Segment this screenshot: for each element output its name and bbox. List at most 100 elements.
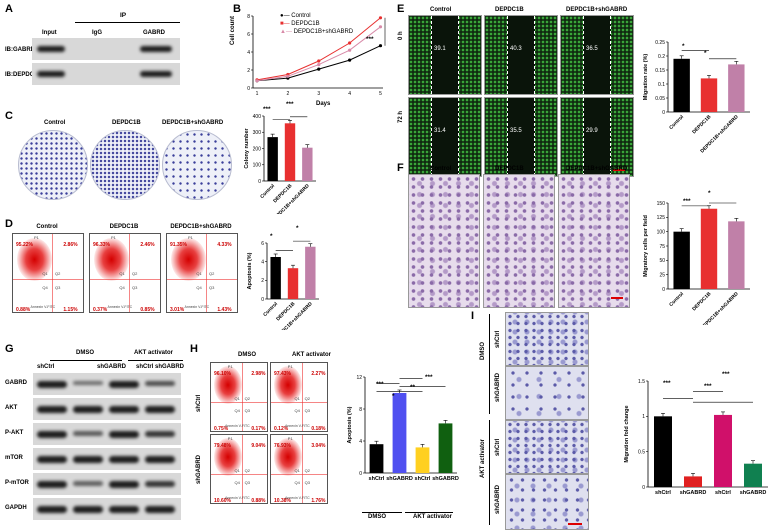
tick-label: 0 <box>662 287 665 293</box>
blot-band <box>37 456 67 463</box>
row-depdc1b: IB:DEPDC1B <box>5 72 42 78</box>
tick-label: 0.25 <box>655 40 665 46</box>
bar <box>305 246 316 299</box>
data-point <box>348 48 352 52</box>
quadrant-value: 96.33% <box>93 242 110 248</box>
quadrant-label: Q3 <box>209 285 215 291</box>
axis-label: Annexin V-FITC <box>107 305 133 309</box>
quadrant-label: Q2 <box>304 395 310 401</box>
sig: *** <box>286 101 294 108</box>
blot-row-label: mTOR <box>5 455 23 461</box>
group-label: DMSO <box>480 342 486 360</box>
group-label: DMSO <box>238 352 256 358</box>
quadrant-label: Q4 <box>196 285 202 291</box>
row-label: shCtrl <box>495 438 501 456</box>
tick-label: 3 <box>317 91 320 97</box>
cell-cloud <box>213 366 242 404</box>
gate-label: P1 <box>34 235 39 240</box>
blot-gabrd <box>32 38 180 60</box>
quadrant-value: 0.37% <box>93 307 108 313</box>
group-line <box>405 512 453 513</box>
y-axis-label: Migration rate (%) <box>643 54 649 101</box>
wound-image: 36.5 <box>560 15 634 95</box>
data-point <box>378 16 383 20</box>
quadrant-value: 2.86% <box>63 242 78 248</box>
blot-band <box>145 506 175 513</box>
tick-label: 400 <box>253 114 262 120</box>
category-label: shGABRD <box>386 476 413 482</box>
data-point <box>286 74 290 78</box>
panel-label: H <box>190 343 198 355</box>
row-label: 0 h <box>398 31 404 40</box>
sig: * <box>682 43 685 50</box>
axis-label: Annexin V-FITC <box>285 424 310 428</box>
blot-strip <box>33 398 181 420</box>
quadrant-value: 0.75% <box>214 426 229 432</box>
col-label: DEPDC1B+shGABRD <box>566 166 628 172</box>
data-point <box>378 44 383 48</box>
blot-band <box>109 406 139 413</box>
sig: *** <box>704 383 712 390</box>
quadrant-value: 1.76% <box>311 498 326 504</box>
panel-label: A <box>5 3 13 15</box>
sig: *** <box>263 106 271 113</box>
tick-label: 50 <box>659 258 665 264</box>
wound-image: 39.1 <box>408 15 482 95</box>
quadrant-value: 95.22% <box>16 242 33 248</box>
tick-label: 8 <box>247 14 250 20</box>
tick-label: 75 <box>659 244 665 250</box>
quadrant-line <box>302 435 303 503</box>
tick-label: 0.15 <box>655 68 665 74</box>
row-label: shGABRD <box>495 372 501 402</box>
plot-title: Control <box>36 224 58 230</box>
bar <box>270 257 281 299</box>
panel-label: F <box>397 162 404 174</box>
apoptosis-chart: 0246ControlDEPDC1BDEPDC1B+shGABRDApoptos… <box>247 241 319 330</box>
gate-label: P1 <box>287 436 293 441</box>
wound-width: 31.4 <box>434 128 446 134</box>
tick-label: 2 <box>247 68 250 74</box>
tick-label: 2 <box>286 91 289 97</box>
group-label: AKT activator <box>413 514 453 520</box>
quadrant-line <box>90 279 160 280</box>
axis-label: Annexin V-FITC <box>184 305 210 309</box>
tick-label: 4 <box>247 50 250 56</box>
growth-chart: 0 2 4 6 8 1 2 3 4 5 <box>247 14 386 97</box>
wound-width: 35.5 <box>510 128 522 134</box>
transwell-image <box>505 474 589 530</box>
panel-label: G <box>5 343 14 355</box>
quadrant-label: Q1 <box>294 467 300 473</box>
quadrant-line <box>13 279 83 280</box>
quadrant-line <box>302 363 303 431</box>
y-axis-label: Colony number <box>244 127 250 168</box>
quadrant-line <box>52 234 53 312</box>
sig: * <box>296 225 299 232</box>
wound-image: 35.5 <box>484 97 558 177</box>
flow-plot: 96.33% 2.46% 0.37% 0.85% Q1 Q2 Q4 Q3 P1 Annexin V… <box>89 233 161 313</box>
tick-label: 125 <box>657 215 666 221</box>
wound-gap <box>507 16 535 94</box>
col-label: DEPDC1B+shGABRD <box>566 7 628 13</box>
category-label: shCtrl <box>715 490 731 496</box>
sig: * <box>270 233 273 240</box>
bar <box>438 423 453 473</box>
y-axis-label: Apoptosis (%) <box>347 406 353 443</box>
quadrant-value: 97.43% <box>274 371 291 377</box>
quadrant-label: Q2 <box>55 271 61 277</box>
blot-band <box>109 381 139 388</box>
bar <box>673 231 690 289</box>
bar <box>744 463 762 487</box>
sig: *** <box>425 374 433 381</box>
growth-sig: *** <box>366 36 374 43</box>
quadrant-label: Q2 <box>244 467 250 473</box>
colony-dish <box>162 130 232 200</box>
bar <box>700 208 718 289</box>
category-label: shGABRD <box>432 476 459 482</box>
category-label: shCtrl <box>655 490 671 496</box>
row-gabrd: IB:GABRD <box>5 47 35 53</box>
axis-label: Annexin V-FITC <box>285 496 310 500</box>
quadrant-value: 2.27% <box>311 371 326 377</box>
blot-band <box>73 506 103 513</box>
y-axis-label: Apoptosis (%) <box>247 252 253 289</box>
quadrant-label: Q2 <box>132 271 138 277</box>
